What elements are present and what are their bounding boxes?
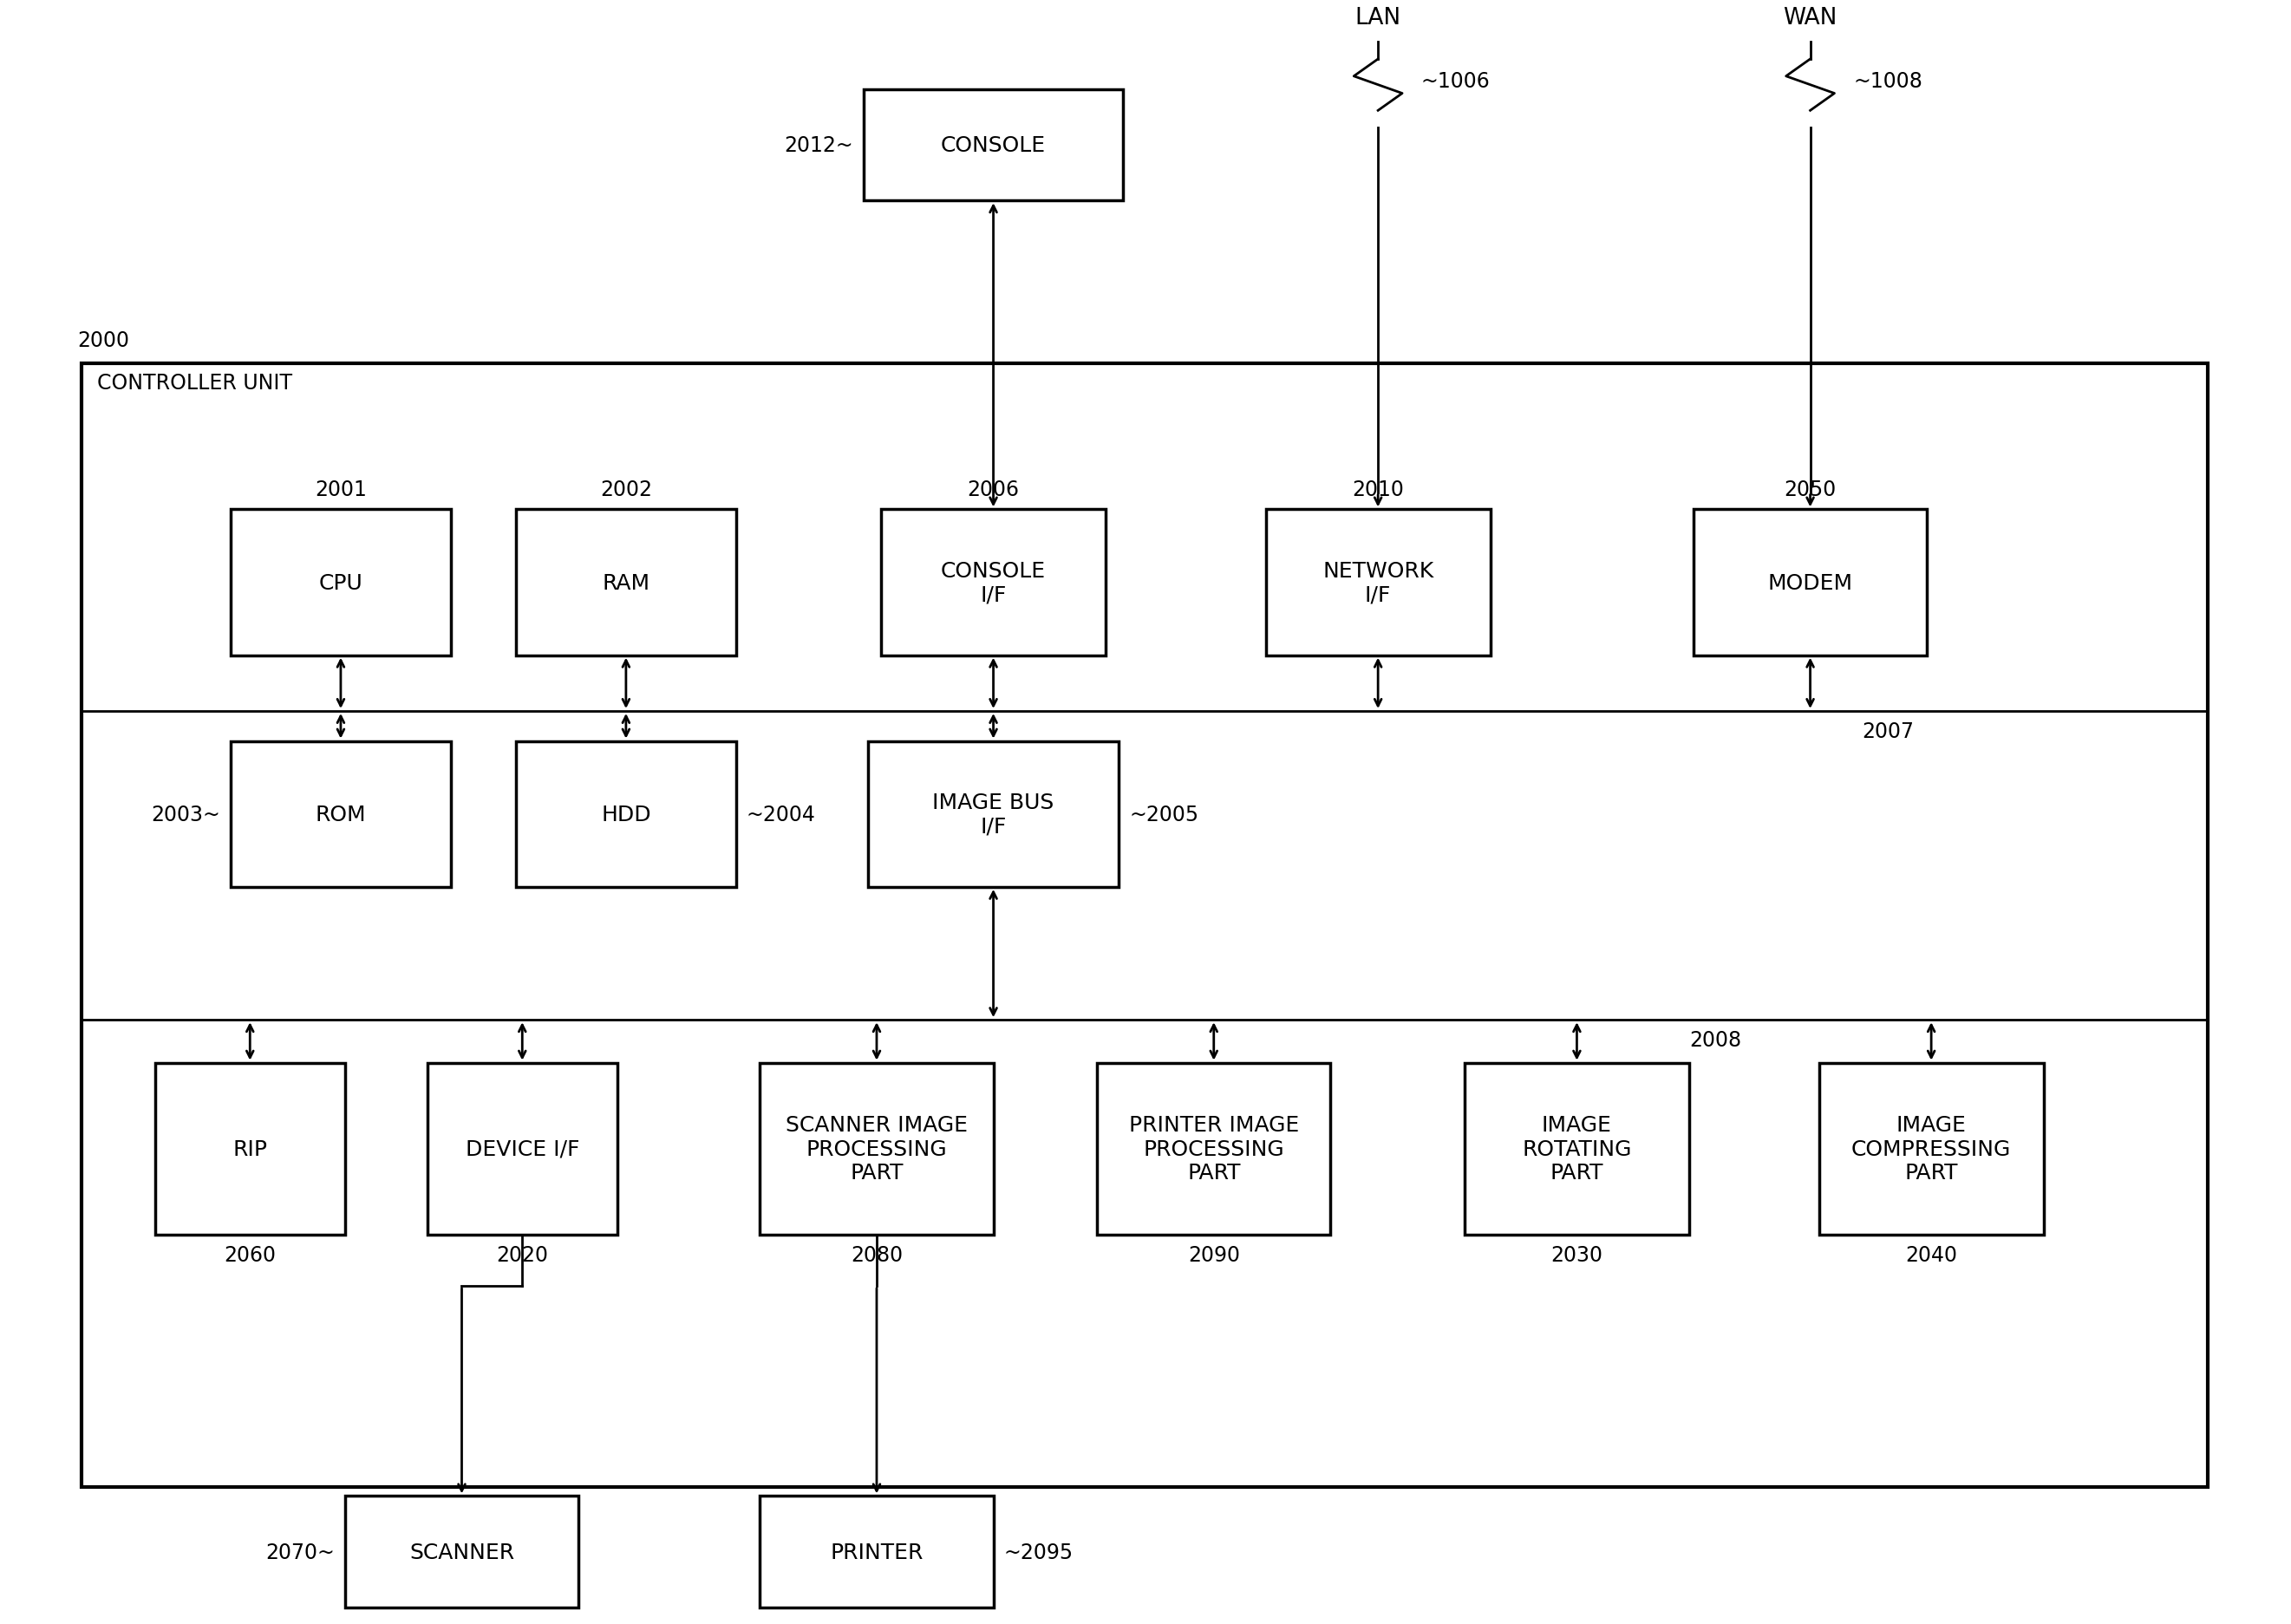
- Bar: [864, 89, 1123, 201]
- Text: LAN: LAN: [1354, 6, 1402, 29]
- Text: 2030: 2030: [1551, 1246, 1604, 1265]
- Bar: [882, 510, 1107, 656]
- Text: CONTROLLER UNIT: CONTROLLER UNIT: [96, 374, 293, 393]
- Text: ~1006: ~1006: [1420, 71, 1491, 91]
- Text: SCANNER: SCANNER: [410, 1541, 513, 1562]
- Text: NETWORK
I/F: NETWORK I/F: [1322, 560, 1434, 606]
- Text: IMAGE BUS
I/F: IMAGE BUS I/F: [932, 793, 1054, 836]
- Bar: [156, 1064, 346, 1234]
- Text: 2012~: 2012~: [784, 135, 852, 156]
- Text: 2050: 2050: [1785, 479, 1837, 500]
- Text: MODEM: MODEM: [1769, 572, 1853, 593]
- Text: 2001: 2001: [314, 479, 367, 500]
- Bar: [231, 510, 451, 656]
- Text: 2003~: 2003~: [151, 804, 220, 825]
- Text: ~2004: ~2004: [747, 804, 816, 825]
- Bar: [761, 1496, 994, 1608]
- Text: ~1008: ~1008: [1853, 71, 1922, 91]
- Bar: [515, 510, 735, 656]
- Text: 2060: 2060: [225, 1246, 275, 1265]
- Text: CPU: CPU: [318, 572, 362, 593]
- Text: ~2095: ~2095: [1003, 1541, 1072, 1562]
- Text: 2007: 2007: [1863, 721, 1913, 742]
- Bar: [1819, 1064, 2044, 1234]
- Text: 2080: 2080: [850, 1246, 903, 1265]
- Text: CONSOLE: CONSOLE: [942, 135, 1047, 156]
- Bar: [82, 364, 2209, 1488]
- Text: IMAGE
ROTATING
PART: IMAGE ROTATING PART: [1521, 1114, 1631, 1184]
- Text: HDD: HDD: [600, 804, 651, 825]
- Text: ~2005: ~2005: [1129, 804, 1198, 825]
- Text: 2008: 2008: [1688, 1030, 1741, 1051]
- Bar: [231, 742, 451, 887]
- Bar: [346, 1496, 577, 1608]
- Text: 2090: 2090: [1187, 1246, 1239, 1265]
- Text: SCANNER IMAGE
PROCESSING
PART: SCANNER IMAGE PROCESSING PART: [786, 1114, 967, 1184]
- Text: 2020: 2020: [497, 1246, 548, 1265]
- Text: DEVICE I/F: DEVICE I/F: [465, 1138, 580, 1160]
- Text: IMAGE
COMPRESSING
PART: IMAGE COMPRESSING PART: [1851, 1114, 2011, 1184]
- Text: PRINTER IMAGE
PROCESSING
PART: PRINTER IMAGE PROCESSING PART: [1129, 1114, 1299, 1184]
- Bar: [515, 742, 735, 887]
- Text: 2000: 2000: [78, 331, 128, 351]
- Bar: [426, 1064, 616, 1234]
- Text: CONSOLE
I/F: CONSOLE I/F: [942, 560, 1047, 606]
- Bar: [761, 1064, 994, 1234]
- Text: 2010: 2010: [1352, 479, 1404, 500]
- Bar: [1097, 1064, 1331, 1234]
- Bar: [1265, 510, 1491, 656]
- Text: 2006: 2006: [967, 479, 1019, 500]
- Text: PRINTER: PRINTER: [829, 1541, 923, 1562]
- Text: WAN: WAN: [1782, 6, 1837, 29]
- Text: ROM: ROM: [316, 804, 367, 825]
- Text: 2070~: 2070~: [266, 1541, 334, 1562]
- Bar: [868, 742, 1118, 887]
- Text: RAM: RAM: [603, 572, 651, 593]
- Text: 2002: 2002: [600, 479, 653, 500]
- Bar: [1464, 1064, 1688, 1234]
- Text: 2040: 2040: [1906, 1246, 1957, 1265]
- Text: RIP: RIP: [234, 1138, 268, 1160]
- Bar: [1693, 510, 1927, 656]
